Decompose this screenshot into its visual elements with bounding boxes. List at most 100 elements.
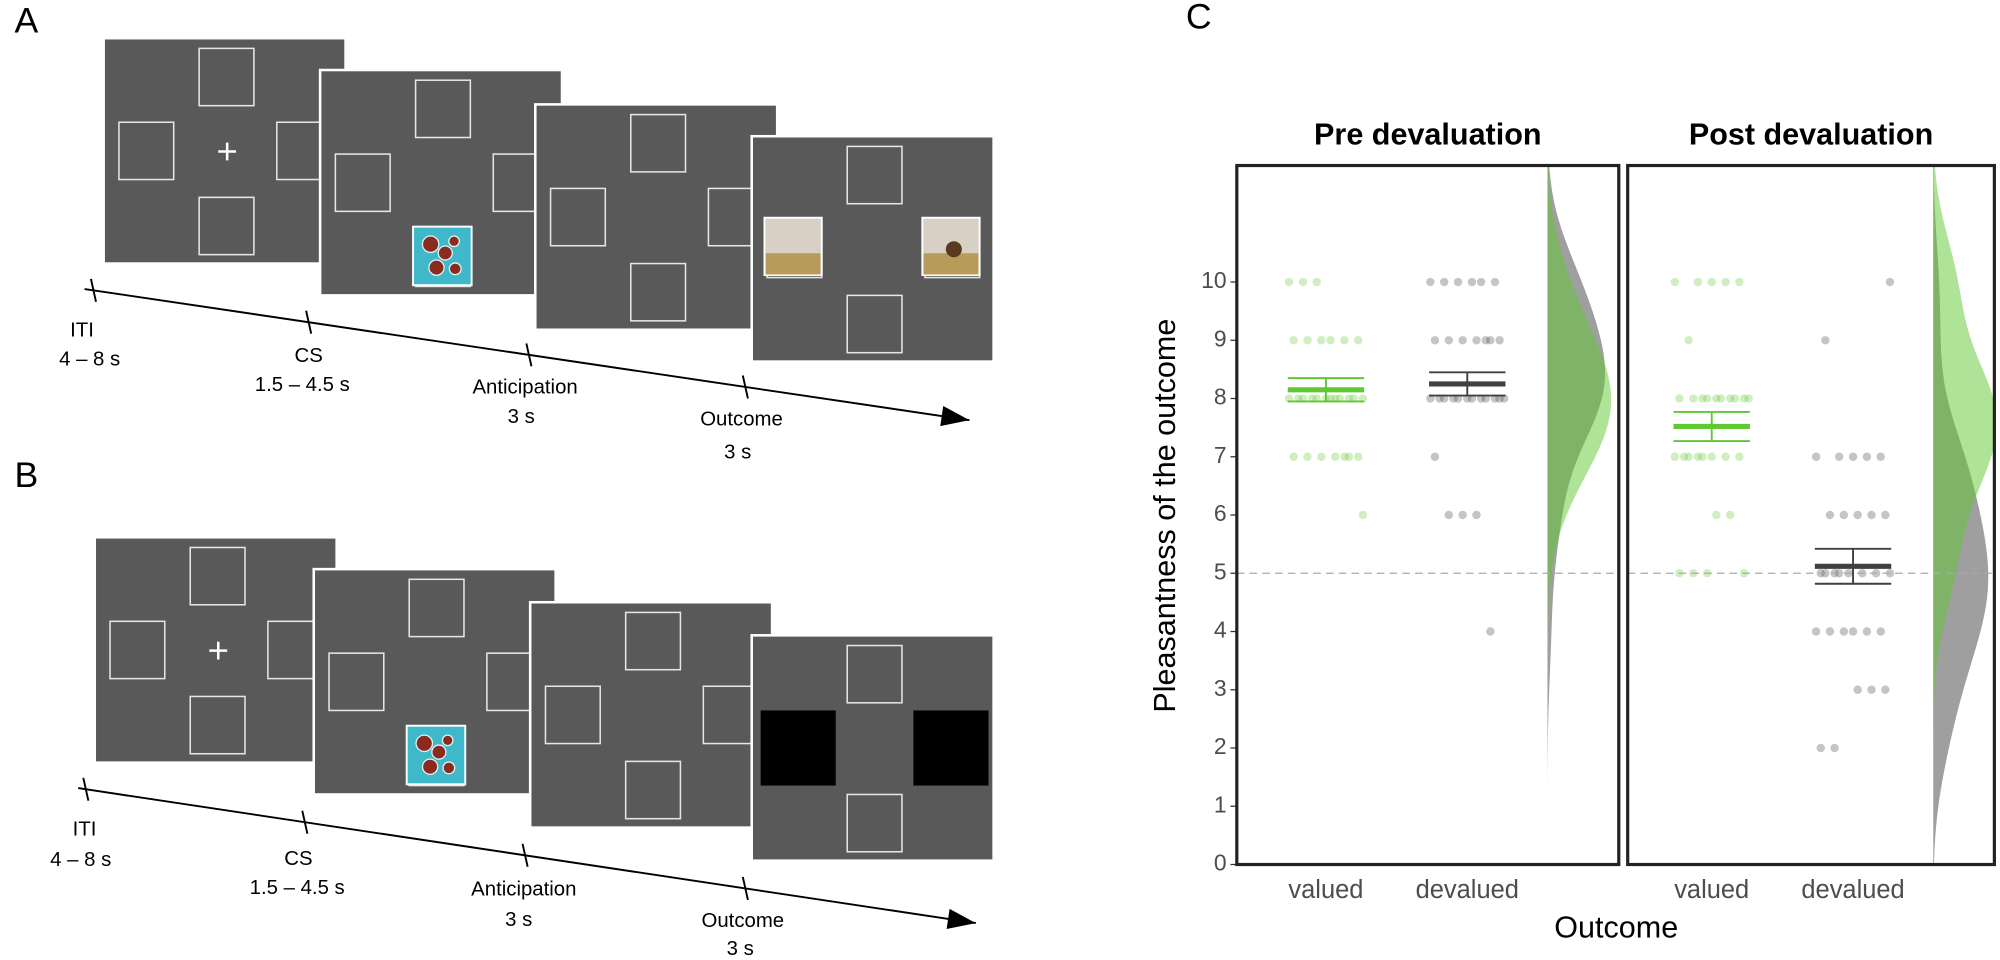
data-point [1486, 336, 1495, 345]
event-duration: 1.5 – 4.5 s [250, 877, 345, 899]
data-point [1298, 277, 1308, 287]
x-axis-title: Outcome [1554, 911, 1678, 945]
data-point [1303, 452, 1312, 461]
data-point [1476, 277, 1486, 287]
screen-square [549, 187, 607, 247]
data-point [1326, 336, 1335, 345]
data-point [1702, 394, 1712, 403]
data-point [1675, 394, 1684, 403]
data-point [1739, 394, 1749, 403]
screen-square [630, 262, 687, 322]
data-point [1670, 277, 1680, 287]
densities [1933, 165, 1995, 865]
event-duration: 3 s [508, 406, 535, 428]
data-point [1481, 336, 1490, 345]
data-point [1835, 569, 1844, 578]
data-point [1693, 452, 1703, 461]
data-point [1881, 685, 1890, 694]
data-point [1716, 394, 1726, 403]
cs-image-detail [415, 734, 434, 753]
data-point [1811, 452, 1821, 461]
data-point [1735, 452, 1744, 461]
screen-square [846, 145, 903, 205]
data-point [1721, 452, 1730, 461]
data-point [1467, 277, 1477, 287]
data-point [1439, 277, 1449, 287]
event-label: ITI [73, 819, 97, 841]
data-point [1317, 336, 1326, 345]
y-tick-label: 9 [1214, 325, 1227, 351]
data-point [1862, 452, 1872, 461]
cs-image-detail [421, 758, 439, 775]
data-point [1839, 627, 1849, 636]
y-tick-label: 5 [1214, 558, 1227, 584]
data-point [1862, 627, 1872, 636]
data-point [1867, 510, 1876, 520]
data-point [1358, 510, 1368, 520]
data-point [1289, 336, 1298, 345]
event-label: Anticipation [472, 377, 577, 399]
y-tick-label: 1 [1214, 791, 1227, 817]
cs-image-detail [441, 734, 454, 747]
screen-square [414, 79, 472, 139]
data-point [1684, 452, 1693, 461]
data-point [1848, 452, 1858, 461]
data-point [1453, 277, 1463, 287]
data-point [1289, 452, 1298, 461]
timeline-tick [305, 310, 313, 334]
y-tick-label: 3 [1214, 675, 1227, 701]
data-point [1354, 452, 1363, 461]
y-tick-label: 10 [1201, 267, 1226, 293]
data-point [1707, 452, 1716, 461]
y-tick-label: 6 [1214, 500, 1227, 526]
data-point [1340, 336, 1349, 345]
data-point [1867, 685, 1876, 694]
data-point [1721, 277, 1730, 287]
screen-square [198, 196, 255, 256]
data-point [1344, 452, 1354, 461]
data-point [1821, 336, 1830, 345]
x-tick-label: valued [1674, 876, 1749, 904]
screen-square [189, 695, 246, 755]
data-point [1684, 336, 1693, 345]
y-tick-label: 2 [1214, 733, 1227, 759]
data-point [1712, 510, 1721, 520]
data-point [1430, 336, 1440, 345]
timeline-tick [301, 810, 309, 834]
data-point [1303, 336, 1312, 345]
data-point [1848, 627, 1858, 636]
event-duration: 4 – 8 s [59, 349, 120, 371]
data-point [1839, 510, 1849, 520]
data-point [1735, 277, 1744, 287]
y-tick-label: 0 [1214, 850, 1227, 876]
y-tick-label: 8 [1214, 384, 1227, 410]
timeline [78, 787, 976, 925]
y-tick-label: 7 [1214, 442, 1227, 468]
screen-square [189, 546, 246, 606]
screen [534, 103, 779, 332]
event-duration: 3 s [727, 938, 754, 960]
facet-title: Pre devaluation [1314, 117, 1541, 151]
timeline-tick [82, 777, 90, 801]
data-point [1670, 452, 1680, 461]
outcome-image-detail [923, 253, 979, 275]
event-label: ITI [70, 319, 94, 341]
data-point [1825, 627, 1835, 636]
cs-image-detail [437, 245, 453, 261]
data-point [1707, 277, 1716, 287]
timeline-arrow [946, 908, 976, 929]
data-point [1486, 627, 1495, 636]
data-point [1444, 336, 1454, 345]
facet-title: Post devaluation [1689, 117, 1933, 151]
cs-image-detail [448, 235, 460, 248]
y-tick-label: 4 [1214, 617, 1227, 643]
data-point [1340, 452, 1349, 461]
data-point [1444, 510, 1454, 520]
data-point [1885, 277, 1895, 287]
screen-square [846, 793, 903, 853]
data-point [1354, 336, 1363, 345]
screen-square [846, 644, 903, 704]
masked-outcome [760, 710, 836, 786]
